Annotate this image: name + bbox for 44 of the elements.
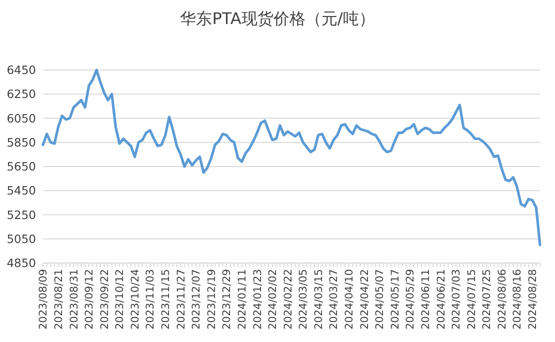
x-tick-label: 2024/03/15 bbox=[312, 269, 325, 330]
x-tick-label: 2024/04/22 bbox=[358, 269, 371, 330]
x-tick-label: 2024/05/17 bbox=[389, 269, 402, 330]
x-tick-label: 2024/08/16 bbox=[512, 268, 524, 330]
x-tick-label: 2024/02/02 bbox=[267, 269, 280, 330]
x-tick-label: 2024/05/29 bbox=[404, 269, 417, 330]
x-tick-label: 2024/06/21 bbox=[435, 269, 448, 330]
x-tick-label: 2024/01/23 bbox=[252, 269, 264, 330]
x-tick-label: 2023/08/31 bbox=[68, 269, 80, 330]
x-tick-label: 2024/08/06 bbox=[496, 268, 508, 330]
chart-title: 华东PTA现货价格（元/吨） bbox=[180, 9, 375, 28]
y-tick-label: 6050 bbox=[6, 111, 36, 126]
x-tick-label: 2023/12/19 bbox=[206, 269, 218, 330]
y-tick-label: 5050 bbox=[6, 232, 36, 246]
x-tick-label: 2024/07/15 bbox=[466, 269, 478, 330]
x-tick-label: 2023/11/03 bbox=[144, 269, 157, 330]
y-tick-label: 6250 bbox=[6, 87, 36, 102]
x-tick-label: 2024/01/11 bbox=[236, 269, 248, 330]
y-tick-label: 6450 bbox=[6, 63, 36, 78]
x-tick-label: 2024/03/27 bbox=[328, 269, 340, 330]
x-tick-label: 2023/10/24 bbox=[129, 268, 142, 330]
x-tick-label: 2023/08/09 bbox=[38, 269, 50, 330]
x-tick-label: 2023/10/12 bbox=[114, 269, 126, 330]
line-series bbox=[42, 68, 542, 246]
x-tick-label: 2024/03/05 bbox=[298, 269, 310, 330]
x-tick-label: 2023/08/21 bbox=[52, 269, 65, 330]
x-tick-label: 2024/04/10 bbox=[344, 269, 356, 330]
x-tick-label: 2024/05/07 bbox=[374, 269, 386, 330]
y-tick-label: 5650 bbox=[6, 160, 36, 174]
x-tick-label: 2023/09/12 bbox=[84, 269, 96, 330]
y-tick-label: 5250 bbox=[6, 208, 36, 222]
y-tick-label: 4850 bbox=[6, 256, 36, 270]
x-tick-label: 2024/02/22 bbox=[282, 269, 294, 330]
x-tick-label: 2023/12/07 bbox=[190, 269, 203, 330]
x-tick-label: 2024/08/28 bbox=[527, 269, 540, 330]
y-tick-label: 5450 bbox=[6, 184, 36, 198]
x-tick-label: 2023/11/27 bbox=[175, 269, 188, 330]
x-tick-label: 2024/07/03 bbox=[450, 269, 463, 330]
x-tick-label: 2024/07/25 bbox=[481, 269, 494, 330]
y-tick-label: 5850 bbox=[6, 135, 36, 150]
x-tick-label: 2023/11/15 bbox=[160, 269, 172, 330]
x-tick-label: 2023/12/29 bbox=[221, 269, 234, 330]
x-tick-label: 2023/09/22 bbox=[98, 269, 111, 330]
x-tick-label: 2024/06/11 bbox=[420, 269, 432, 330]
